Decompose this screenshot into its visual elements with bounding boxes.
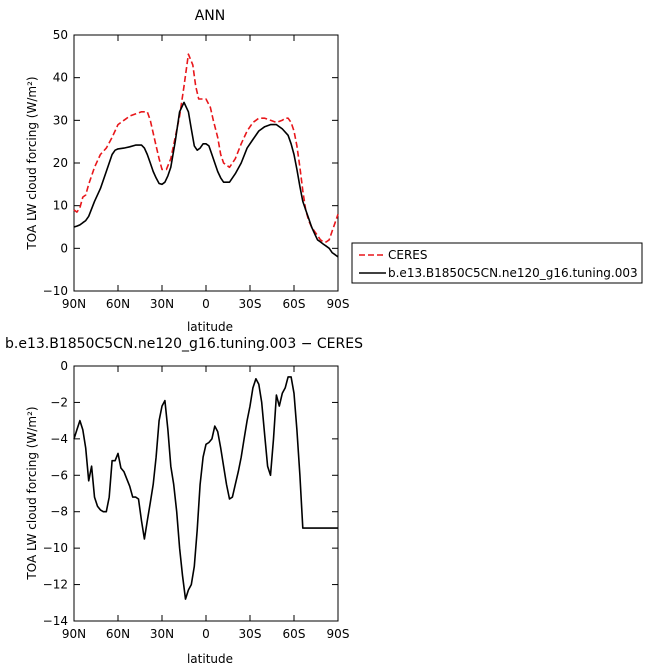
top-y-tick-label: 30 [53, 113, 68, 127]
bottom-y-tick-label: −6 [50, 468, 68, 482]
legend-label-ceres: CERES [388, 248, 428, 262]
bottom-series-line-0 [73, 376, 338, 600]
bottom-x-tick-label: 60N [106, 627, 130, 641]
bottom-x-tick-label: 30N [150, 627, 174, 641]
top-y-tick-label: 20 [53, 156, 68, 170]
bottom-x-tick-label: 0 [202, 627, 210, 641]
top-series-line-1 [73, 101, 339, 258]
top-x-tick-label: 60S [283, 297, 306, 311]
bottom-x-tick-label: 90S [327, 627, 350, 641]
top-panel-title: ANN [195, 8, 226, 24]
top-series-line-0 [73, 53, 339, 243]
top-x-tick-label: 0 [202, 297, 210, 311]
top-x-tick-label: 60N [106, 297, 130, 311]
bottom-axis-ticks: 90N 60N 30N 0 30S 60S 90S −14 −12 −10 −8 −6 −4 −2 0 [43, 359, 350, 641]
bottom-y-tick-label: 0 [60, 359, 68, 373]
bottom-plot-frame [73, 365, 339, 622]
legend: CERES b.e13.B1850C5CN.ne120_g16.tuning.0… [351, 242, 643, 284]
top-y-tick-label: 50 [53, 28, 68, 42]
bottom-x-axis-title: latitude [187, 652, 233, 666]
top-axis-ticks: 90N 60N 30N 0 30S 60S 90S −10 0 10 20 30 40 50 [43, 28, 350, 311]
top-x-tick-label: 90S [327, 297, 350, 311]
bottom-series-lines [73, 376, 338, 600]
bottom-y-tick-label: −14 [43, 614, 68, 628]
bottom-x-tick-label: 90N [62, 627, 86, 641]
top-x-tick-label: 30S [239, 297, 262, 311]
top-x-tick-label: 30N [150, 297, 174, 311]
top-panel: ANN 90N 60N 30N 0 30S 60S 90S −10 0 10 20 30 40 50 la… [25, 8, 349, 334]
top-y-axis-title: TOA LW cloud forcing (W/m²) [25, 76, 39, 250]
top-x-axis-title: latitude [187, 320, 233, 334]
bottom-y-tick-label: −4 [50, 432, 68, 446]
top-y-tick-label: 40 [53, 71, 68, 85]
bottom-y-tick-label: −8 [50, 505, 68, 519]
bottom-x-tick-label: 60S [283, 627, 306, 641]
legend-box [351, 242, 643, 284]
bottom-panel-title: b.e13.B1850C5CN.ne120_g16.tuning.003 − C… [5, 336, 363, 352]
bottom-y-tick-label: −2 [50, 395, 68, 409]
top-series-lines [73, 53, 339, 258]
bottom-x-tick-label: 30S [239, 627, 262, 641]
bottom-y-tick-label: −12 [43, 578, 68, 592]
top-x-tick-label: 90N [62, 297, 86, 311]
bottom-panel: b.e13.B1850C5CN.ne120_g16.tuning.003 − C… [5, 336, 363, 666]
top-y-tick-label: −10 [43, 284, 68, 298]
legend-label-model: b.e13.B1850C5CN.ne120_g16.tuning.003 [388, 266, 638, 280]
bottom-y-axis-title: TOA LW cloud forcing (W/m²) [25, 406, 39, 580]
top-y-tick-label: 10 [53, 199, 68, 213]
top-plot-frame [73, 34, 339, 292]
top-y-tick-label: 0 [60, 241, 68, 255]
bottom-y-tick-label: −10 [43, 541, 68, 555]
